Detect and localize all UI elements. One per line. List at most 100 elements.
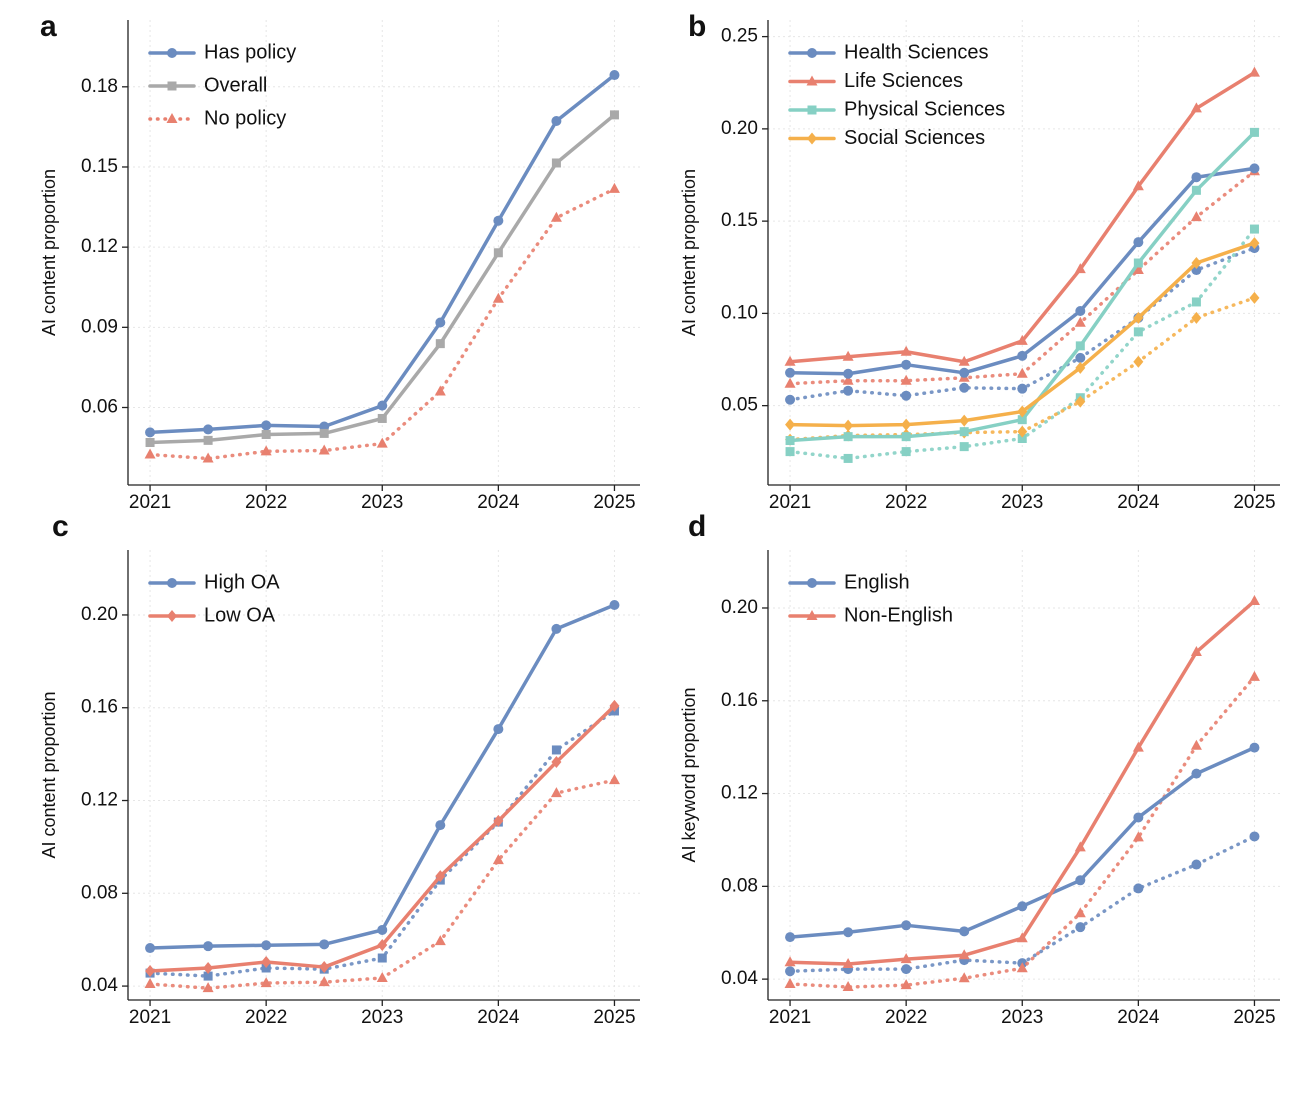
marker: [551, 745, 561, 755]
marker: [550, 211, 562, 222]
y-tick-label: 0.20: [721, 118, 758, 139]
marker: [1133, 237, 1144, 248]
marker: [493, 814, 504, 827]
marker: [319, 961, 330, 974]
y-tick-label: 0.12: [721, 783, 758, 804]
marker: [551, 158, 561, 168]
marker: [785, 932, 796, 943]
marker: [318, 976, 330, 987]
x-tick-label: 2024: [477, 492, 520, 513]
marker: [261, 420, 272, 431]
marker: [1017, 901, 1028, 912]
legend-label: No policy: [204, 107, 286, 129]
x-tick-label: 2021: [769, 1007, 811, 1028]
marker: [1075, 922, 1086, 933]
marker: [377, 400, 388, 411]
marker: [376, 437, 388, 448]
legend-marker: [807, 578, 817, 588]
marker: [959, 427, 969, 437]
marker: [1133, 327, 1143, 337]
marker: [959, 926, 970, 937]
y-tick-label: 0.18: [81, 76, 118, 97]
legend-label: Low OA: [204, 604, 276, 626]
marker: [1248, 670, 1260, 681]
marker: [1191, 185, 1201, 195]
marker: [900, 345, 912, 356]
marker: [785, 418, 796, 431]
marker: [434, 935, 446, 946]
marker: [551, 623, 562, 634]
marker: [959, 367, 970, 378]
marker: [1133, 311, 1144, 324]
legend-marker: [167, 610, 177, 622]
x-tick-label: 2021: [129, 492, 171, 513]
marker: [1249, 742, 1260, 753]
marker: [492, 292, 504, 303]
legend-label: High OA: [204, 571, 280, 593]
y-tick-label: 0.16: [81, 697, 118, 718]
y-tick-label: 0.04: [721, 968, 758, 989]
legend-label: Social Sciences: [844, 127, 985, 149]
marker: [1191, 859, 1202, 870]
y-axis-label: AI keyword proportion: [679, 687, 699, 862]
marker: [1249, 163, 1260, 174]
legend-marker: [806, 75, 818, 86]
marker: [842, 374, 854, 385]
y-tick-label: 0.10: [721, 302, 758, 323]
marker: [1016, 334, 1028, 345]
marker: [435, 870, 446, 883]
marker: [1249, 224, 1259, 234]
marker: [608, 182, 620, 193]
marker: [1017, 350, 1028, 361]
marker: [958, 972, 970, 983]
legend-label: Non-English: [844, 604, 953, 626]
marker: [1191, 257, 1202, 270]
marker: [376, 971, 388, 982]
marker: [435, 339, 445, 349]
marker: [1074, 907, 1086, 918]
marker: [202, 452, 214, 463]
marker: [492, 854, 504, 865]
marker: [1132, 180, 1144, 191]
marker: [1075, 395, 1086, 408]
marker: [1132, 264, 1144, 275]
marker: [550, 787, 562, 798]
marker: [1075, 361, 1086, 374]
legend-marker: [807, 132, 817, 145]
marker: [843, 927, 854, 938]
marker: [959, 414, 970, 427]
x-tick-label: 2022: [885, 492, 927, 513]
x-tick-label: 2024: [1117, 492, 1160, 513]
marker: [203, 971, 213, 981]
legend-marker: [166, 113, 178, 123]
y-tick-label: 0.04: [81, 975, 118, 996]
x-tick-label: 2024: [477, 1007, 520, 1028]
marker: [1016, 962, 1028, 973]
marker: [1191, 311, 1202, 324]
marker: [784, 977, 796, 988]
panel-label: b: [688, 10, 706, 43]
marker: [377, 924, 388, 935]
marker: [1017, 415, 1027, 425]
marker: [493, 215, 504, 226]
x-tick-label: 2025: [593, 1007, 635, 1028]
marker: [1017, 405, 1028, 418]
line: [148, 113, 617, 445]
marker: [1133, 355, 1144, 368]
legend-label: Health Sciences: [844, 41, 989, 63]
marker: [203, 941, 214, 952]
legend-marker: [167, 81, 177, 91]
marker: [609, 599, 620, 610]
y-tick-label: 0.20: [81, 604, 118, 625]
marker: [1249, 127, 1259, 137]
y-tick-label: 0.08: [721, 875, 758, 896]
marker: [1249, 237, 1260, 250]
marker: [1248, 66, 1260, 77]
marker: [842, 981, 854, 992]
marker: [435, 317, 446, 328]
marker: [1249, 831, 1260, 842]
marker: [609, 699, 620, 712]
x-tick-label: 2024: [1117, 1007, 1160, 1028]
legend-label: Physical Sciences: [844, 98, 1005, 120]
